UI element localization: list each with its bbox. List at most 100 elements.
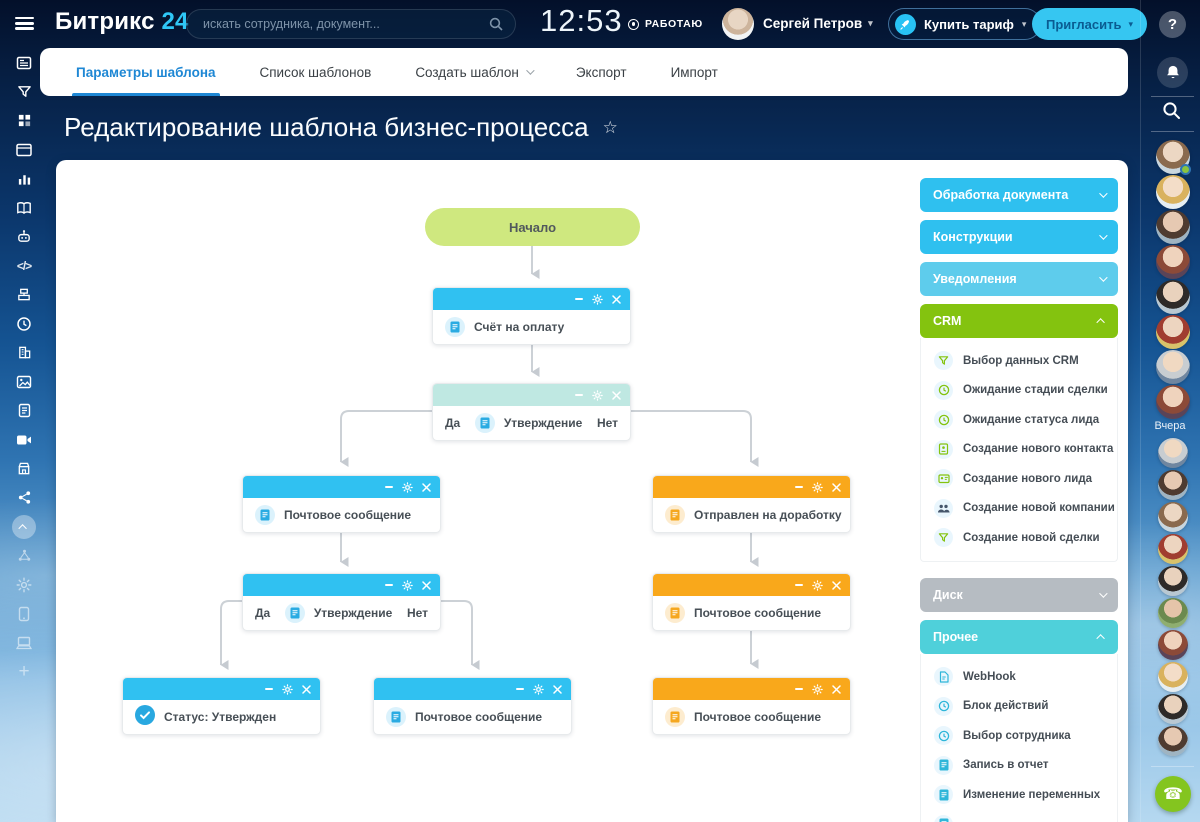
- close-icon[interactable]: [612, 390, 621, 400]
- add-plus-icon[interactable]: +: [18, 660, 30, 682]
- close-icon[interactable]: [612, 294, 621, 304]
- phone-call-button[interactable]: ☎: [1155, 776, 1191, 812]
- tab-export[interactable]: Экспорт: [576, 48, 627, 96]
- flow-node-mail-orange-bottom[interactable]: Почтовое сообщение: [652, 677, 851, 735]
- palette-item-new-lead[interactable]: Создание нового лида: [921, 464, 1117, 494]
- palette-item-wait-deal-stage[interactable]: Ожидание стадии сделки: [921, 376, 1117, 406]
- minimize-icon[interactable]: [385, 584, 393, 586]
- flow-node-invoice[interactable]: Счёт на оплату: [432, 287, 631, 345]
- close-icon[interactable]: [302, 684, 311, 694]
- flow-node-start[interactable]: Начало: [425, 208, 640, 246]
- flow-node-rework[interactable]: Отправлен на доработку: [652, 475, 851, 533]
- palette-item-wait-lead-status[interactable]: Ожидание статуса лида: [921, 405, 1117, 435]
- mobile-tablet-icon[interactable]: [0, 599, 48, 628]
- app-logo[interactable]: Битрикс 24: [55, 8, 189, 36]
- palette-item-new-contact[interactable]: Создание нового контакта: [921, 435, 1117, 465]
- minimize-icon[interactable]: [795, 688, 803, 690]
- palette-section-constructions[interactable]: Конструкции: [920, 220, 1118, 254]
- flow-node-mail-left[interactable]: Почтовое сообщение: [242, 475, 441, 533]
- help-button[interactable]: ?: [1159, 11, 1186, 38]
- flow-node-status-approved[interactable]: Статус: Утвержден: [122, 677, 321, 735]
- time-clock-icon[interactable]: [0, 309, 48, 338]
- buy-tariff-button[interactable]: Купить тариф ▾: [888, 8, 1042, 40]
- minimize-icon[interactable]: [795, 584, 803, 586]
- live-feed-icon[interactable]: [0, 48, 48, 77]
- palette-section-crm[interactable]: CRM: [920, 304, 1118, 338]
- documents-icon[interactable]: [0, 396, 48, 425]
- branch-no-label[interactable]: Нет: [406, 606, 428, 620]
- contact-avatar[interactable]: [1156, 175, 1190, 209]
- palette-item-action-block[interactable]: Блок действий: [921, 692, 1117, 722]
- minimize-icon[interactable]: [516, 688, 524, 690]
- tab-create-template[interactable]: Создать шаблон: [415, 48, 535, 96]
- contact-avatar[interactable]: [1156, 210, 1190, 244]
- work-status[interactable]: РАБОТАЮ: [628, 18, 703, 30]
- settings-gear-icon[interactable]: [592, 293, 603, 305]
- user-menu[interactable]: Сергей Петров ▾: [763, 16, 873, 31]
- developer-code-icon[interactable]: </>: [16, 258, 32, 273]
- palette-item-change-variables[interactable]: Изменение переменных: [921, 780, 1117, 810]
- network-nodes-icon[interactable]: [0, 541, 48, 570]
- palette-section-disk[interactable]: Диск: [920, 578, 1118, 612]
- market-store-icon[interactable]: [0, 454, 48, 483]
- close-icon[interactable]: [832, 684, 841, 694]
- close-icon[interactable]: [422, 482, 431, 492]
- contact-avatar[interactable]: [1156, 315, 1190, 349]
- invite-button[interactable]: Пригласить ▾: [1032, 8, 1147, 40]
- settings-gear-icon[interactable]: [812, 683, 823, 695]
- tab-import[interactable]: Импорт: [671, 48, 718, 96]
- share-network-icon[interactable]: [0, 483, 48, 512]
- favorite-star-icon[interactable]: ☆: [602, 117, 618, 137]
- settings-gear-icon[interactable]: [402, 481, 413, 493]
- tasks-grid-icon[interactable]: [0, 106, 48, 135]
- palette-item-crm-data-select[interactable]: Выбор данных CRM: [921, 346, 1117, 376]
- contact-avatar[interactable]: [1158, 662, 1188, 692]
- settings-gear-icon[interactable]: [812, 579, 823, 591]
- contact-avatar[interactable]: [1158, 598, 1188, 628]
- contact-avatar[interactable]: [1158, 630, 1188, 660]
- global-search[interactable]: [186, 9, 516, 39]
- sales-register-icon[interactable]: [0, 280, 48, 309]
- palette-section-misc[interactable]: Прочее: [920, 620, 1118, 654]
- close-icon[interactable]: [832, 482, 841, 492]
- close-icon[interactable]: [553, 684, 562, 694]
- branch-yes-label[interactable]: Да: [255, 606, 271, 620]
- desktop-devices-icon[interactable]: [0, 628, 48, 657]
- contact-avatar[interactable]: [1156, 140, 1191, 175]
- photo-image-icon[interactable]: [0, 367, 48, 396]
- palette-item-report-entry[interactable]: Запись в отчет: [921, 751, 1117, 781]
- contact-avatar[interactable]: [1158, 726, 1188, 756]
- palette-section-notifications[interactable]: Уведомления: [920, 262, 1118, 296]
- settings-gear-icon[interactable]: [592, 389, 603, 401]
- contact-avatar[interactable]: [1158, 694, 1188, 724]
- palette-item-new-deal[interactable]: Создание новой сделки: [921, 523, 1117, 553]
- contact-avatar[interactable]: [1158, 470, 1188, 500]
- contact-avatar[interactable]: [1156, 350, 1190, 384]
- palette-item-webhook[interactable]: WebHook: [921, 662, 1117, 692]
- palette-item-employee-select[interactable]: Выбор сотрудника: [921, 721, 1117, 751]
- knowledge-book-icon[interactable]: [0, 193, 48, 222]
- contacts-search-icon[interactable]: [1162, 101, 1181, 125]
- minimize-icon[interactable]: [795, 486, 803, 488]
- menu-hamburger-icon[interactable]: [15, 17, 34, 30]
- company-structure-icon[interactable]: [0, 338, 48, 367]
- settings-gear-icon[interactable]: [402, 579, 413, 591]
- close-icon[interactable]: [422, 580, 431, 590]
- minimize-icon[interactable]: [575, 394, 583, 396]
- minimize-icon[interactable]: [385, 486, 393, 488]
- close-icon[interactable]: [832, 580, 841, 590]
- crm-funnel-icon[interactable]: [0, 77, 48, 106]
- notifications-bell-icon[interactable]: [1157, 57, 1188, 88]
- search-input[interactable]: [187, 17, 489, 31]
- contact-avatar[interactable]: [1156, 280, 1190, 314]
- flow-node-approval-bottom[interactable]: Да Утверждение Нет: [242, 573, 441, 631]
- flow-node-approval-top[interactable]: Да Утверждение Нет: [432, 383, 631, 441]
- settings-gear-icon[interactable]: [282, 683, 293, 695]
- settings-gear-icon[interactable]: [533, 683, 544, 695]
- flow-node-mail-bottom[interactable]: Почтовое сообщение: [373, 677, 572, 735]
- user-avatar[interactable]: [722, 8, 754, 40]
- contact-avatar[interactable]: [1158, 502, 1188, 532]
- contact-avatar[interactable]: [1158, 438, 1188, 468]
- tab-template-list[interactable]: Список шаблонов: [260, 48, 372, 96]
- minimize-icon[interactable]: [265, 688, 273, 690]
